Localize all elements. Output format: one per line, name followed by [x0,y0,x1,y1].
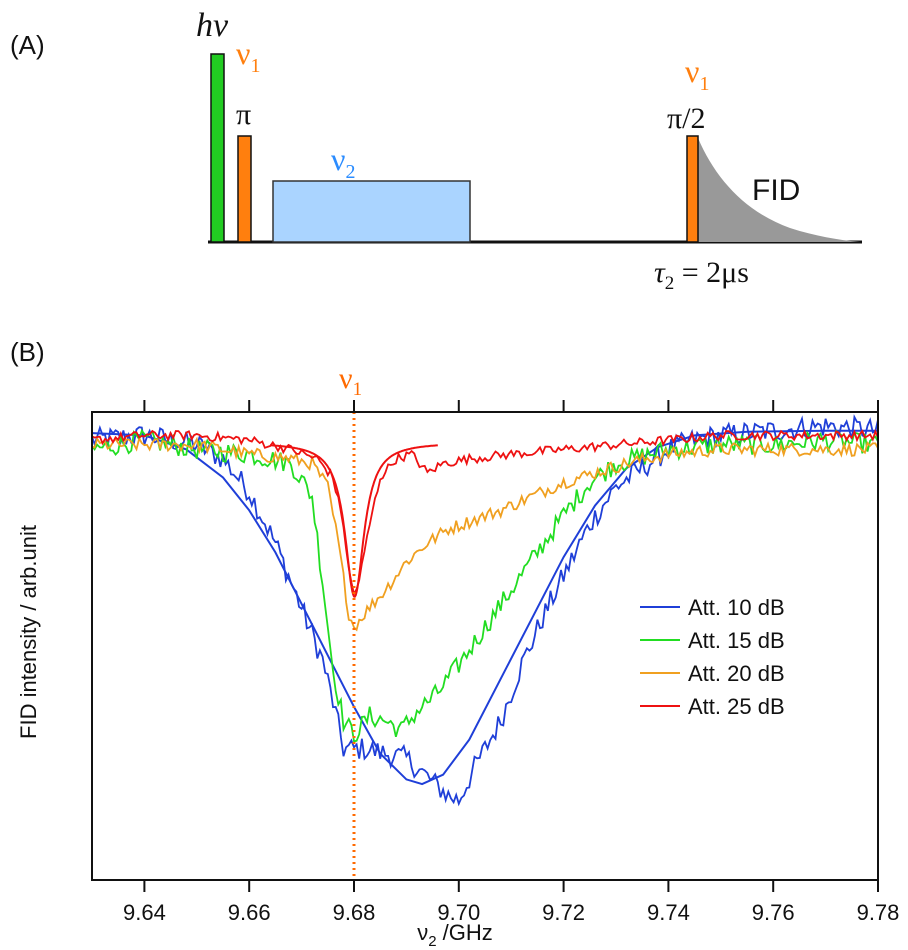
panel-a-label: (A) [10,30,45,60]
plot-layer [92,412,878,880]
hv-label: hν [196,7,229,44]
x-tick-label: 9.76 [752,900,795,925]
legend: Att. 10 dB Att. 15 dB Att. 20 dB Att. 25 dB [640,595,785,719]
panel-a-pulse-sequence: (A) hν ν1 π ν2 FID ν1 π/2 τ2 = 2μs [10,7,862,294]
x-tick-label: 9.68 [333,900,376,925]
y-axis-label: FID intensity / arb.unit [16,525,41,739]
x-tick-label: 9.64 [123,900,166,925]
nu1-pi-half-pulse [686,135,699,243]
series-line-4 [92,428,878,597]
x-tick-label: 9.74 [647,900,690,925]
nu1-label-right: ν1 [685,53,709,95]
series-line-2 [92,428,878,743]
nu1-label-left: ν1 [236,35,260,77]
legend-label: Att. 25 dB [688,694,785,719]
nu2-pump-pulse [272,180,471,243]
legend-label: Att. 10 dB [688,595,785,620]
tick-label-layer: 9.64 9.66 9.68 9.70 9.72 9.74 9.76 9.78 [123,900,899,925]
plot-frame-layer [91,400,879,892]
fid-decay [698,138,860,242]
fit-line-4 [270,444,438,598]
x-tick-label: 9.66 [228,900,271,925]
hv-pulse [210,53,225,243]
vline-marker-label: ν1 [339,362,362,400]
plot-frame [91,411,879,881]
x-tick-label: 9.72 [542,900,585,925]
nu2-label: ν2 [331,141,355,183]
legend-label: Att. 20 dB [688,661,785,686]
nu1-pi-pulse [237,135,252,243]
x-tick-label: 9.70 [437,900,480,925]
series-line-1 [92,414,878,807]
series-line-3 [92,436,878,632]
panel-b-label: (B) [10,337,45,367]
chart-b: 9.64 9.66 9.68 9.70 9.72 9.74 9.76 9.78 ν1 ν2 /… [16,362,899,950]
tau-delay-label: τ2 = 2μs [654,256,749,294]
pi-half-label: π/2 [667,102,705,135]
fid-label: FID [752,174,800,207]
pi-label: π [236,98,251,131]
fit-line-1 [92,429,878,786]
x-tick-label: 9.78 [857,900,900,925]
legend-label: Att. 15 dB [688,628,785,653]
x-axis-label: ν2 /GHz [417,920,493,950]
